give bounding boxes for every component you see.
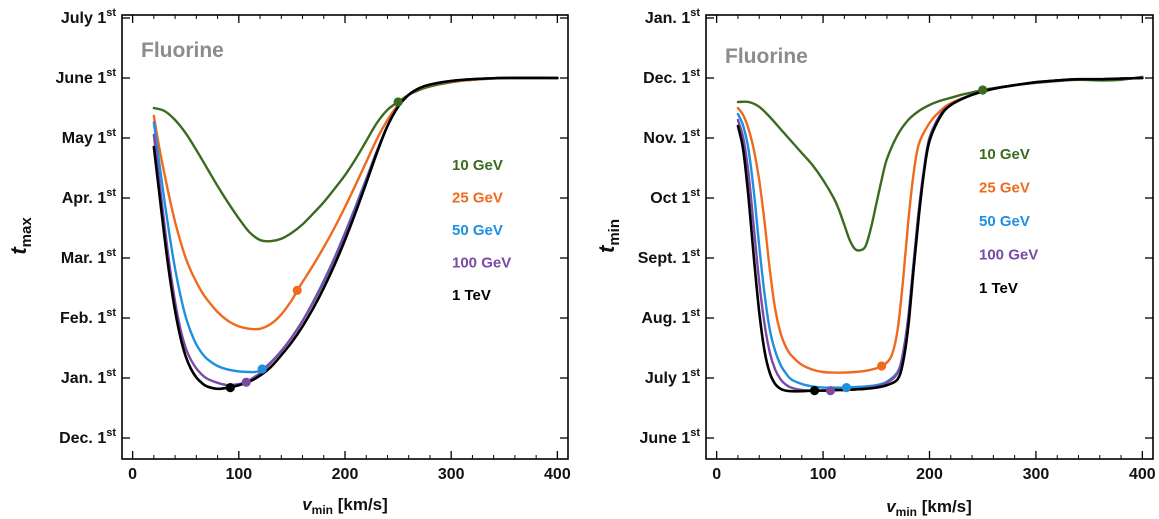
- left-x-axis-label: vmin [km/s]: [302, 495, 388, 517]
- legend-entry-100-gev: 100 GeV: [979, 247, 1038, 264]
- legend-entry-10-gev: 10 GeV: [452, 157, 503, 174]
- marker-point-25-gev: [877, 361, 887, 371]
- y-tick-label: Apr. 1st: [62, 187, 117, 207]
- y-tick-label: Jan. 1st: [645, 7, 700, 27]
- marker-point-50-gev: [257, 364, 267, 374]
- marker-point-50-gev: [841, 383, 852, 393]
- series-line-10-gev: [736, 75, 1144, 252]
- legend-entry-1-tev: 1 TeV: [979, 280, 1018, 297]
- y-tick-label: May 1st: [62, 127, 117, 147]
- y-tick-label: July 1st: [61, 7, 116, 27]
- legend-entry-50-gev: 50 GeV: [979, 213, 1030, 230]
- marker-point-10-gev: [393, 97, 403, 107]
- y-tick-label: Feb. 1st: [60, 307, 116, 327]
- left-chart-title: Fluorine: [141, 39, 224, 62]
- marker-point-25-gev: [292, 285, 302, 295]
- legend-entry-25-gev: 25 GeV: [979, 180, 1030, 197]
- right-y-axis-label: tmin: [594, 219, 623, 253]
- right-plot-frame: [705, 14, 1154, 460]
- x-tick-label: 400: [1129, 466, 1156, 483]
- left-ticks: 0 100 200 300 400 Dec. 1st Jan. 1st Feb. 1st Mar…: [56, 7, 571, 483]
- x-tick-label: 200: [916, 466, 943, 483]
- y-tick-label: Jan. 1st: [61, 367, 116, 387]
- left-markers: [225, 97, 403, 393]
- x-tick-label: 0: [712, 466, 721, 483]
- series-line-25-gev: [736, 76, 1144, 374]
- x-tick-label: 400: [544, 466, 571, 483]
- y-tick-label: July 1st: [645, 367, 700, 387]
- left-curves: [152, 76, 559, 391]
- x-tick-label: 0: [128, 466, 137, 483]
- y-tick-label: June 1st: [640, 427, 701, 447]
- legend-entry-25-gev: 25 GeV: [452, 190, 503, 207]
- y-tick-label: Dec. 1st: [59, 427, 116, 447]
- marker-point-1-tev: [809, 386, 820, 396]
- x-tick-label: 300: [1023, 466, 1050, 483]
- series-line-50-gev: [736, 76, 1144, 389]
- legend-entry-10-gev: 10 GeV: [979, 146, 1030, 163]
- x-tick-label: 300: [438, 466, 465, 483]
- right-curves: [736, 75, 1144, 393]
- right-markers: [809, 85, 988, 396]
- x-tick-label: 100: [810, 466, 837, 483]
- marker-point-1-tev: [225, 383, 235, 393]
- x-tick-label: 200: [332, 466, 359, 483]
- y-tick-label: Aug. 1st: [641, 307, 700, 327]
- y-tick-label: Oct 1st: [650, 187, 700, 207]
- y-tick-label: Dec. 1st: [643, 67, 700, 87]
- series-line-1-tev: [152, 76, 559, 391]
- right-chart-panel: Fluorine 0 100 200 300 400 June 1st July 1st Au…: [594, 7, 1156, 519]
- left-legend: 10 GeV 25 GeV 50 GeV 100 GeV 1 TeV: [452, 157, 511, 304]
- marker-point-100-gev: [241, 377, 251, 387]
- y-tick-label: Nov. 1st: [643, 127, 700, 147]
- legend-entry-50-gev: 50 GeV: [452, 222, 503, 239]
- left-y-axis-label: tmax: [6, 217, 35, 255]
- marker-point-100-gev: [825, 386, 836, 396]
- y-tick-label: June 1st: [56, 67, 117, 87]
- x-tick-label: 100: [225, 466, 252, 483]
- marker-point-10-gev: [978, 85, 988, 95]
- right-ticks: 0 100 200 300 400 June 1st July 1st Aug. 1st Sep…: [638, 7, 1156, 483]
- right-legend: 10 GeV 25 GeV 50 GeV 100 GeV 1 TeV: [979, 146, 1038, 297]
- right-chart-title: Fluorine: [725, 45, 808, 68]
- left-chart-panel: Fluorine 0 100 200 300 400 Dec. 1st Jan. 1st Fe…: [6, 7, 571, 517]
- right-x-axis-label: vmin [km/s]: [886, 497, 972, 519]
- y-tick-label: Sept. 1st: [638, 247, 701, 267]
- y-tick-label: Mar. 1st: [61, 247, 116, 267]
- legend-entry-1-tev: 1 TeV: [452, 287, 491, 304]
- series-line-100-gev: [736, 76, 1144, 392]
- legend-entry-100-gev: 100 GeV: [452, 255, 511, 272]
- series-line-1-tev: [736, 76, 1144, 393]
